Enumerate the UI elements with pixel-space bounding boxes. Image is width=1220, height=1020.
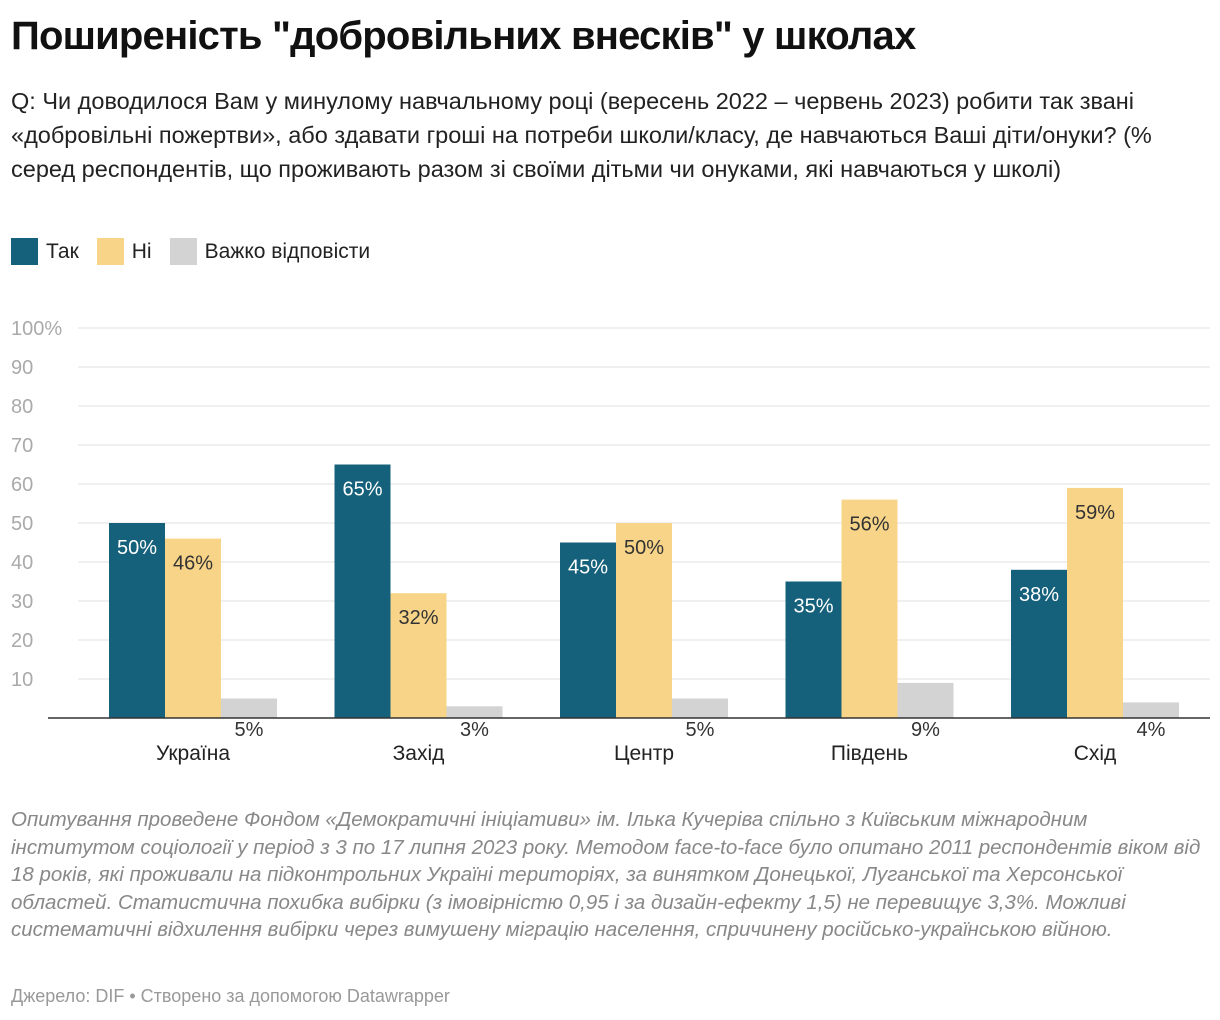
legend-item-2: Ні <box>96 238 152 265</box>
bar-3-2 <box>446 706 503 718</box>
chart-subtitle: Q: Чи доводилося Вам у минулому навчальн… <box>11 88 1152 182</box>
y-tick-label: 80 <box>11 396 33 418</box>
bar-3-3 <box>672 698 728 718</box>
y-tick-label: 100% <box>11 318 62 340</box>
bar-1-4 <box>785 581 842 718</box>
bar-1-5 <box>1011 569 1067 718</box>
survey-notes: Опитування проведене Фондом «Демократичн… <box>11 808 1201 941</box>
y-tick-label: 70 <box>11 435 33 457</box>
data-label: 45% <box>568 557 608 579</box>
data-label: 5% <box>686 719 715 741</box>
data-label: 46% <box>173 553 213 575</box>
data-label: 56% <box>849 514 889 536</box>
legend-item-3: Важко відповісти <box>169 238 371 265</box>
data-label: 35% <box>793 596 833 618</box>
data-label: 4% <box>1137 719 1166 741</box>
data-label: 59% <box>1075 502 1115 524</box>
data-label: 3% <box>460 719 489 741</box>
y-tick-label: 30 <box>11 591 33 613</box>
category-label: Центр <box>614 742 674 765</box>
category-label: Схід <box>1074 742 1117 765</box>
bar-chart: 102030405060708090100%50%46%5%Україна65%… <box>11 318 1210 765</box>
legend-swatch <box>96 238 124 265</box>
data-label: 65% <box>342 479 382 501</box>
legend-item-1: Так <box>11 238 79 265</box>
y-tick-label: 10 <box>11 669 33 691</box>
category-label: Україна <box>156 742 230 765</box>
legend-swatch <box>169 238 197 265</box>
data-label: 32% <box>398 607 438 629</box>
y-tick-label: 90 <box>11 357 33 379</box>
y-tick-label: 50 <box>11 513 33 535</box>
chart-title: Поширеність "добровільних внесків" у шко… <box>11 14 916 58</box>
bar-2-1 <box>165 538 221 718</box>
category-label: Захід <box>393 742 445 765</box>
bar-2-3 <box>616 523 672 718</box>
bar-1-1 <box>109 523 165 718</box>
data-label: 50% <box>117 537 157 559</box>
category-label: Південь <box>831 742 908 765</box>
data-label: 5% <box>235 719 264 741</box>
bar-2-4 <box>841 499 898 718</box>
source-credit: Джерело: DIF • Створено за допомогою Dat… <box>11 986 450 1006</box>
bar-1-3 <box>560 542 616 718</box>
data-label: 50% <box>624 537 664 559</box>
legend: Так Ні Важко відповісти <box>11 238 388 265</box>
bar-2-2 <box>390 593 447 718</box>
legend-label: Важко відповісти <box>204 239 371 263</box>
bar-3-1 <box>221 698 277 718</box>
y-tick-label: 40 <box>11 552 33 574</box>
legend-label: Так <box>46 239 79 263</box>
bar-3-5 <box>1123 702 1179 718</box>
y-tick-label: 20 <box>11 630 33 652</box>
data-label: 9% <box>911 719 940 741</box>
data-label: 38% <box>1019 584 1059 606</box>
legend-label: Ні <box>131 239 152 263</box>
bar-1-2 <box>334 464 391 718</box>
bar-3-4 <box>897 682 954 718</box>
bar-2-5 <box>1067 487 1123 718</box>
y-tick-label: 60 <box>11 474 33 496</box>
legend-swatch <box>11 238 38 265</box>
